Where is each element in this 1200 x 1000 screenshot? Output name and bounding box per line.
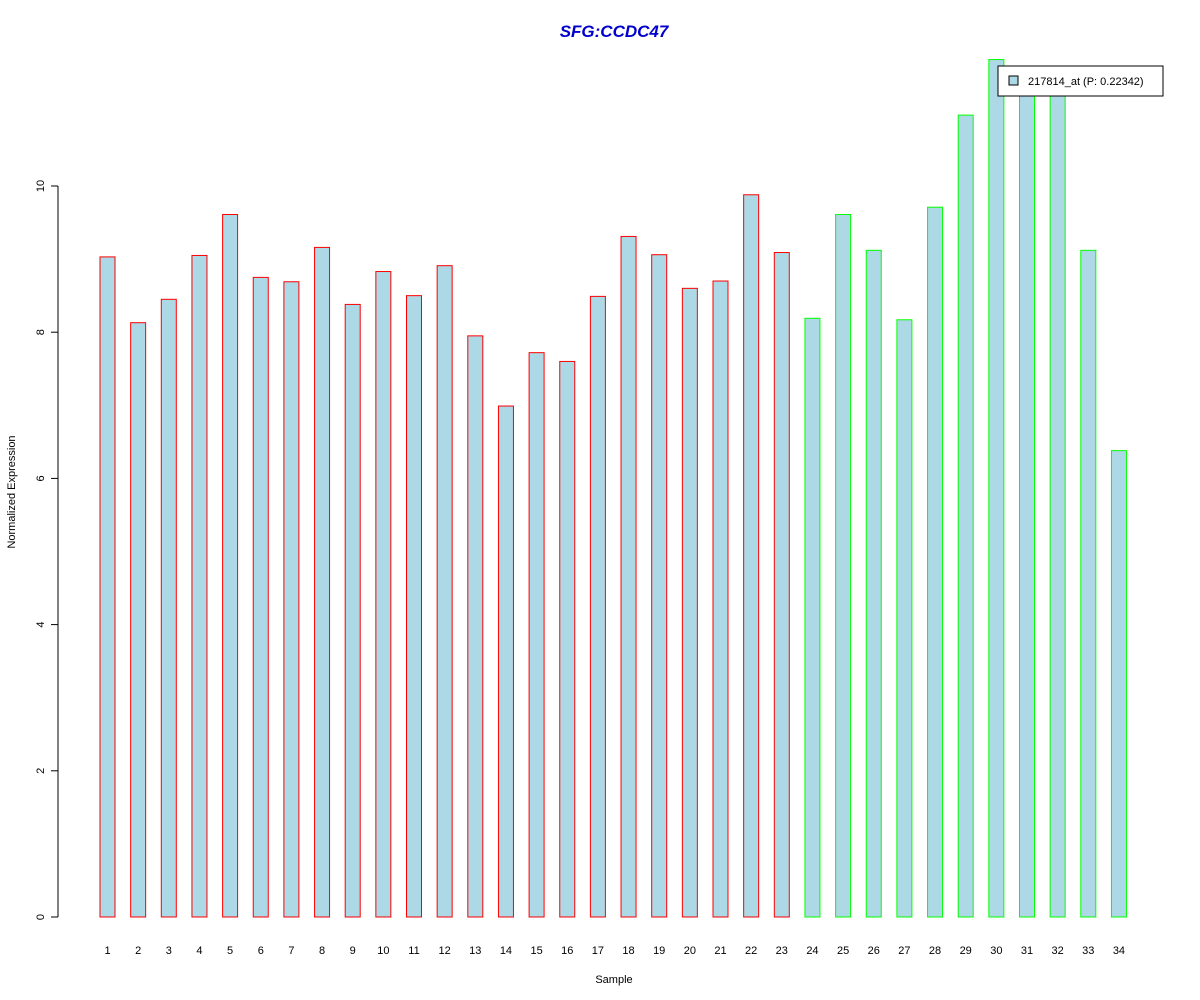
bar-sample-5 <box>222 214 239 918</box>
bar-sample-24 <box>804 317 821 918</box>
y-axis-label: Normalized Expression <box>6 435 18 548</box>
bar-sample-30 <box>988 59 1005 918</box>
bar-sample-2 <box>130 322 147 918</box>
bar-sample-27 <box>896 319 913 918</box>
bar-sample-34 <box>1110 450 1127 918</box>
bar-sample-31 <box>1019 89 1035 918</box>
bar-sample-25 <box>835 214 852 918</box>
legend-swatch <box>1008 75 1019 86</box>
y-tick-label: 2 <box>35 768 47 774</box>
y-axis: 0 2 4 6 8 10 <box>35 180 59 920</box>
x-tick-label: 9 <box>350 945 356 957</box>
x-tick-label: 8 <box>319 945 325 957</box>
legend-box <box>997 65 1164 97</box>
x-tick-label: 5 <box>227 945 233 957</box>
bar-sample-23 <box>773 252 790 918</box>
bar-sample-26 <box>865 249 882 918</box>
bar-sample-19 <box>651 254 668 918</box>
x-tick-label: 18 <box>622 945 634 957</box>
bar-sample-10 <box>375 271 392 918</box>
bar-sample-29 <box>957 114 974 918</box>
bar-sample-21 <box>712 280 729 918</box>
bar-sample-20 <box>681 287 698 918</box>
x-tick-label: 26 <box>868 945 880 957</box>
bar-sample-28 <box>927 206 944 918</box>
x-tick-label: 27 <box>898 945 910 957</box>
x-tick-label: 34 <box>1113 945 1125 957</box>
x-tick-label: 11 <box>408 945 419 957</box>
bar-sample-8 <box>314 246 331 918</box>
y-tick-label: 0 <box>35 914 47 920</box>
x-tick-labels: 1 2 3 4 5 6 7 8 9 10 11 12 13 14 15 16 17 18 19 20 21 22 23 24 2… <box>104 945 1125 957</box>
bar-sample-14 <box>497 405 514 918</box>
bar-sample-11 <box>406 295 422 918</box>
x-tick-label: 22 <box>745 945 757 957</box>
bar-sample-13 <box>467 335 484 918</box>
x-tick-label: 7 <box>288 945 294 957</box>
x-tick-label: 12 <box>439 945 451 957</box>
x-tick-label: 24 <box>806 945 818 957</box>
x-tick-label: 4 <box>196 945 202 957</box>
bar-sample-32 <box>1049 89 1066 918</box>
bar-sample-15 <box>528 352 545 918</box>
bar-sample-9 <box>344 303 361 918</box>
bar-sample-17 <box>589 295 606 918</box>
x-tick-label: 30 <box>990 945 1002 957</box>
bar-sample-33 <box>1080 249 1097 918</box>
y-tick-label: 6 <box>35 475 47 481</box>
x-tick-label: 1 <box>104 945 110 957</box>
x-tick-label: 31 <box>1021 945 1033 957</box>
legend-label: 217814_at (P: 0.22342) <box>1028 76 1144 88</box>
x-tick-label: 23 <box>776 945 788 957</box>
bar-sample-6 <box>252 276 269 918</box>
bar-sample-12 <box>436 265 453 918</box>
y-tick-label: 8 <box>35 329 47 335</box>
x-tick-label: 13 <box>469 945 481 957</box>
bar-sample-18 <box>620 235 637 918</box>
x-tick-label: 29 <box>960 945 972 957</box>
x-tick-label: 25 <box>837 945 849 957</box>
chart-title: SFG:CCDC47 <box>560 22 670 41</box>
x-tick-label: 14 <box>500 945 512 957</box>
y-tick-label: 10 <box>35 180 47 192</box>
bar-sample-3 <box>160 298 177 918</box>
x-tick-label: 32 <box>1052 945 1064 957</box>
bar-sample-7 <box>283 281 300 918</box>
x-tick-label: 3 <box>166 945 172 957</box>
bars-group <box>99 59 1127 918</box>
x-tick-label: 15 <box>530 945 542 957</box>
x-tick-label: 21 <box>714 945 726 957</box>
x-tick-label: 16 <box>561 945 573 957</box>
bar-sample-16 <box>559 360 576 918</box>
x-tick-label: 28 <box>929 945 941 957</box>
x-tick-label: 33 <box>1082 945 1094 957</box>
x-axis-label: Sample <box>595 974 632 986</box>
bar-sample-4 <box>191 254 208 918</box>
x-tick-label: 17 <box>592 945 604 957</box>
x-tick-label: 19 <box>653 945 665 957</box>
x-tick-label: 10 <box>377 945 389 957</box>
x-tick-label: 2 <box>135 945 141 957</box>
bar-sample-22 <box>743 194 760 918</box>
bar-sample-1 <box>99 256 116 918</box>
x-tick-label: 6 <box>258 945 264 957</box>
y-tick-label: 4 <box>35 622 47 628</box>
x-tick-label: 20 <box>684 945 696 957</box>
legend: 217814_at (P: 0.22342) <box>997 65 1164 97</box>
